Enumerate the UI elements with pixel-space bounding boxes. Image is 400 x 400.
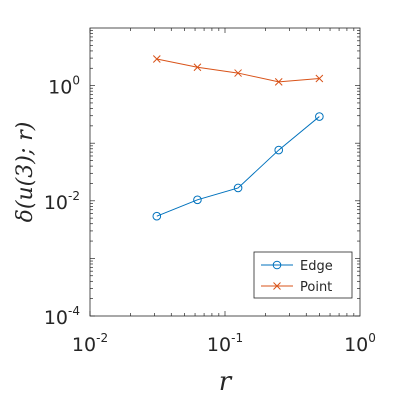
x-tick-label: 10-2 (72, 331, 108, 356)
axis-ticks (89, 28, 360, 317)
legend-box (253, 251, 353, 299)
legend-edge-marker (272, 260, 282, 270)
legend-point-label: Point (300, 280, 332, 295)
data-point-edge (315, 112, 324, 121)
x-tick-label: 10-1 (207, 331, 243, 356)
data-point-point (193, 63, 202, 72)
y-tick-label: 10-2 (44, 189, 80, 214)
y-axis-label: δ(u(3); r) (13, 122, 38, 223)
x-tick-label: 100 (344, 331, 376, 356)
data-point-point (315, 74, 324, 83)
x-axis-label: r (219, 367, 233, 397)
data-point-edge (274, 145, 284, 155)
legend-point-marker (273, 282, 281, 290)
data-point-point (152, 55, 161, 63)
legend: Edge Point (253, 251, 353, 299)
data-point-edge (152, 211, 162, 221)
y-tick-label: 10-4 (44, 304, 80, 329)
data-point-edge (233, 183, 243, 193)
y-tick-label: 100 (48, 74, 80, 99)
series-line-edge (156, 116, 320, 217)
series-layer (152, 55, 324, 221)
data-point-point (274, 78, 283, 86)
legend-edge-label: Edge (300, 259, 333, 274)
data-point-point (234, 69, 242, 77)
data-point-edge (193, 195, 202, 205)
